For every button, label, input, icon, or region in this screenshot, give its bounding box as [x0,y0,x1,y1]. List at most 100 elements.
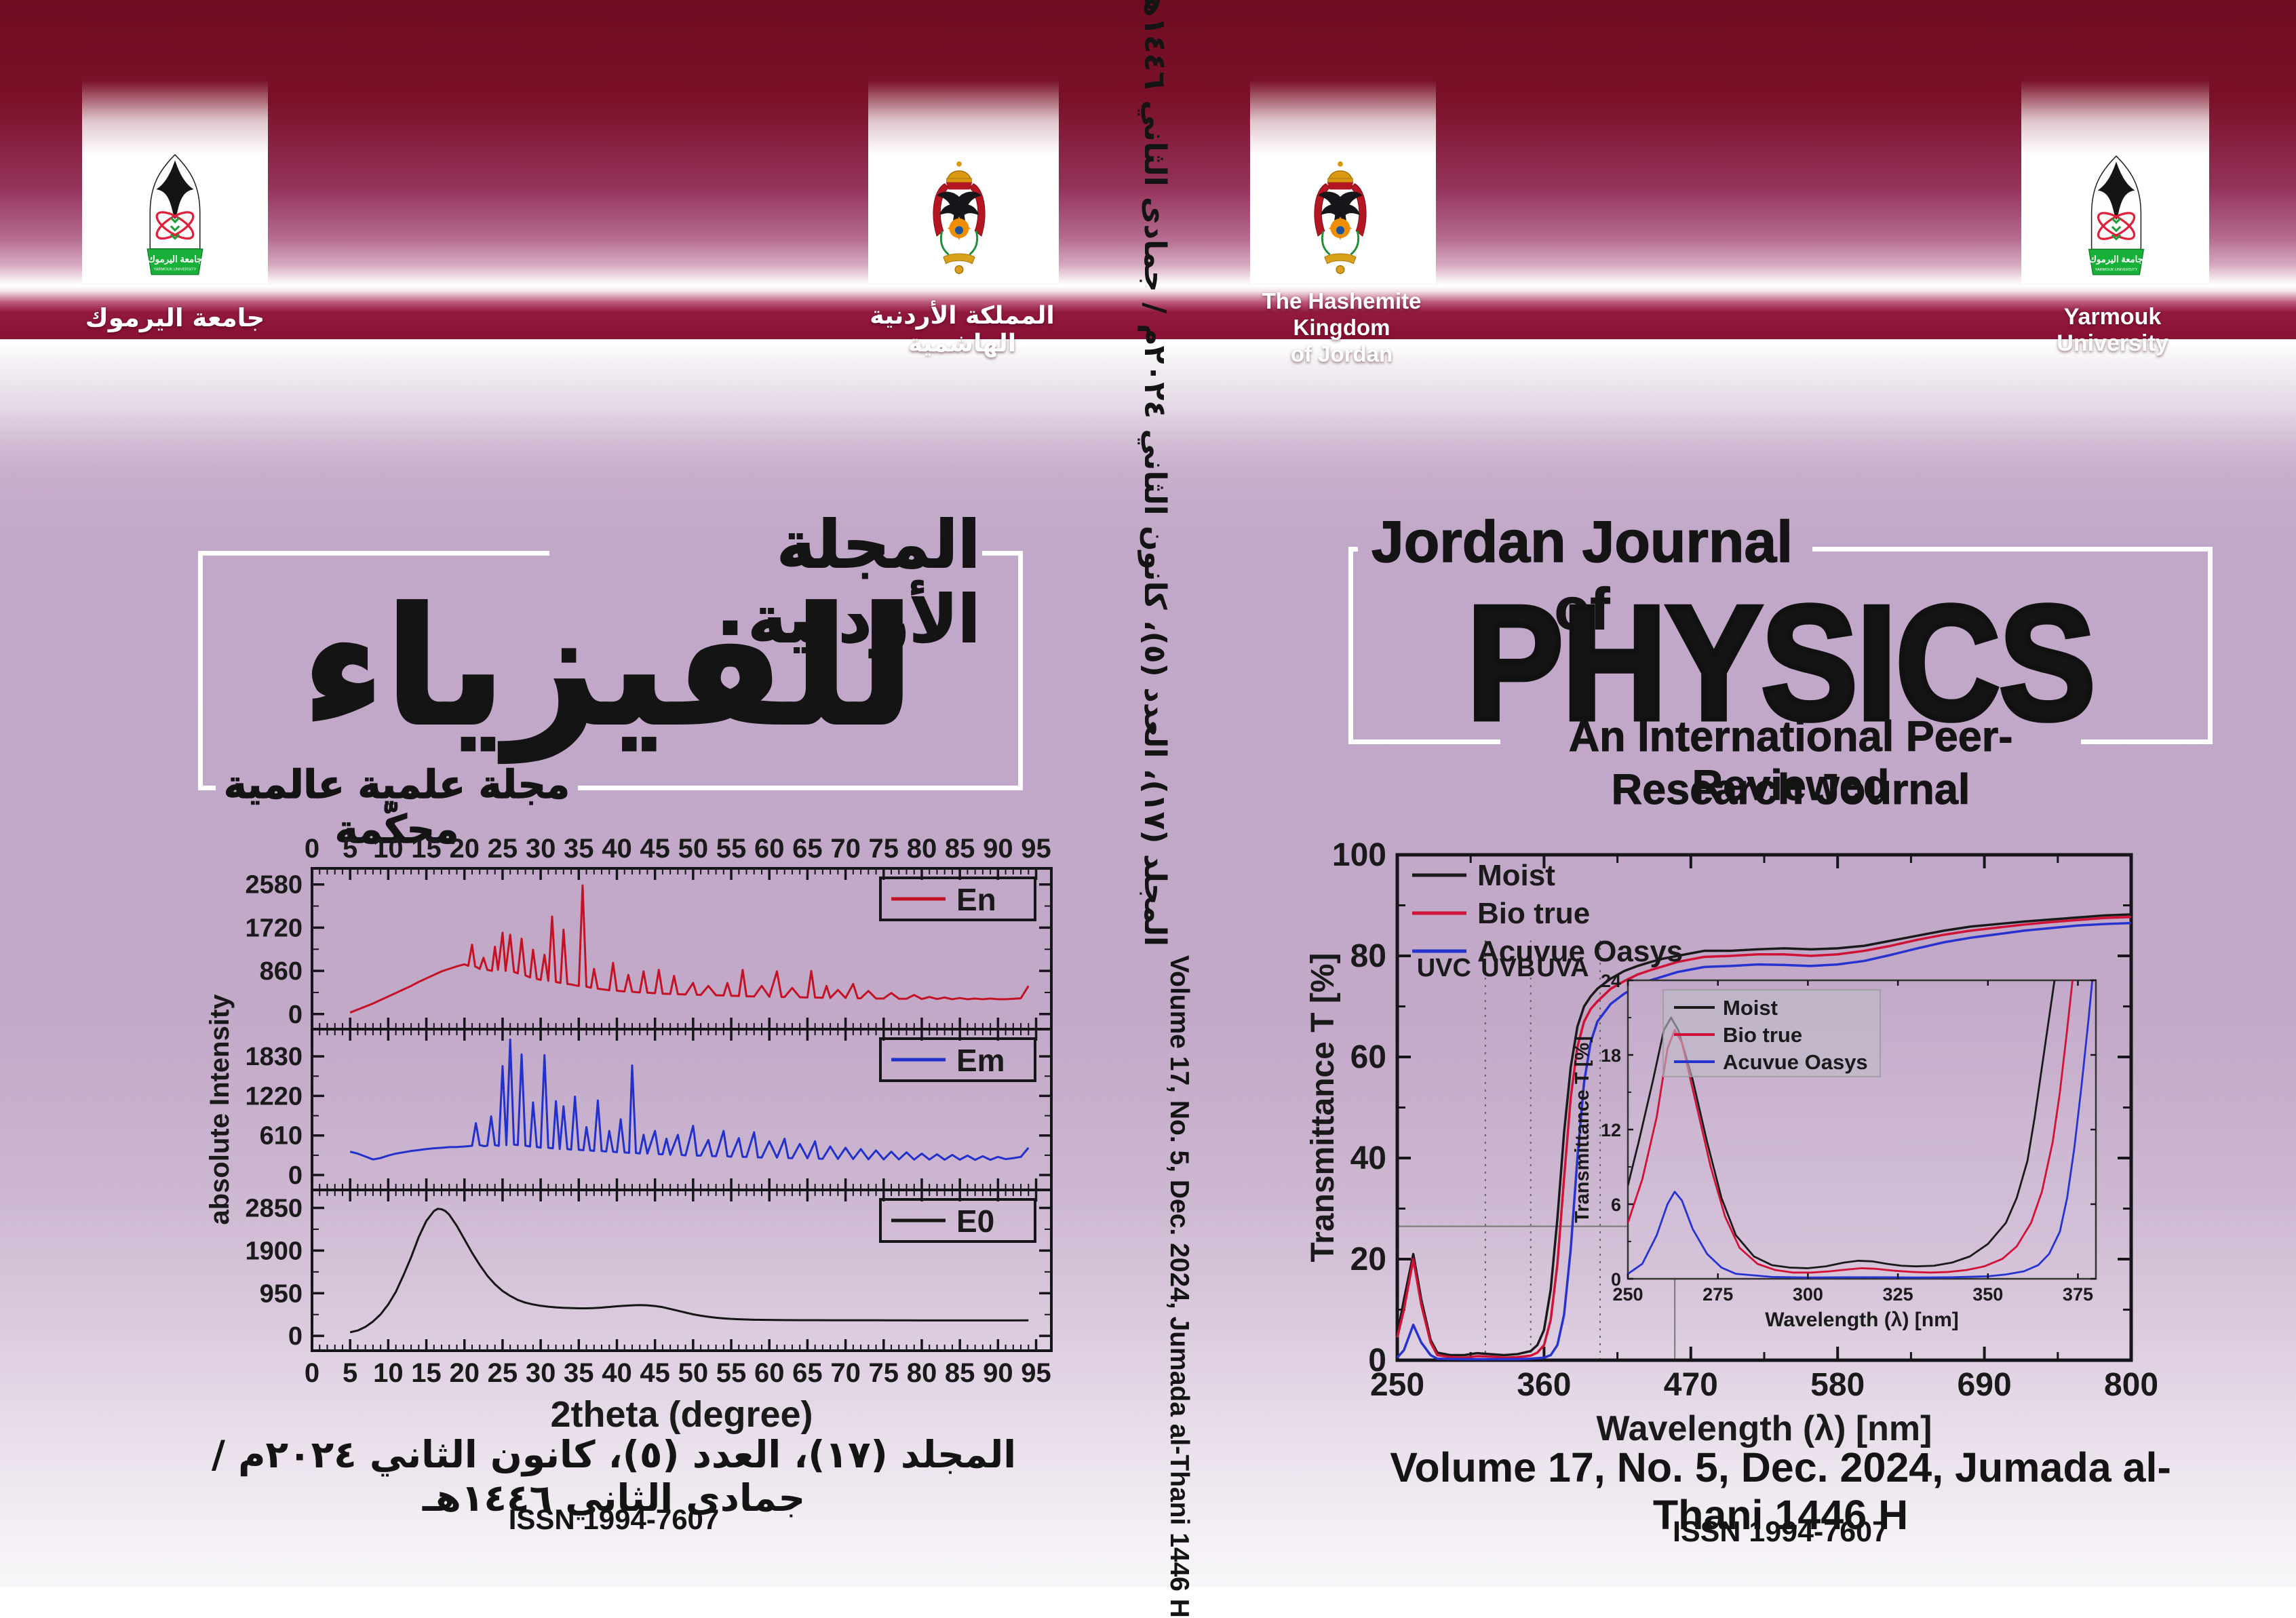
y-tick-label: 60 [1350,1039,1386,1075]
x-tick-label-top: 20 [449,834,480,864]
x-tick-label: 40 [602,1358,632,1388]
panel-frame-E0 [311,1189,1053,1352]
x-tick-label: 360 [1517,1367,1571,1403]
x-tick-label-top: 55 [716,834,747,864]
inset-x-tick-label: 350 [1972,1284,2003,1305]
inset-legend-label-Bio true: Bio true [1723,1023,1802,1047]
back-title-border-top [198,551,549,556]
legend-label-Em: Em [956,1043,1005,1078]
x-tick-label-top: 5 [343,834,357,864]
x-tick-label: 25 [488,1358,518,1388]
x-tick-label: 20 [449,1358,480,1388]
y-tick-label: 2850 [245,1194,303,1222]
legend-label-Moist: Moist [1477,859,1555,892]
x-tick-label: 85 [945,1358,975,1388]
uv-region-label-UVC: UVC [1417,954,1471,982]
x-tick-label-top: 25 [488,834,518,864]
x-tick-label-top: 50 [678,834,709,864]
x-tick-label: 95 [1021,1358,1051,1388]
y-tick-label: 860 [260,957,303,986]
legend-label-Bio true: Bio true [1477,897,1590,930]
xrd-chart: 0 5 10 15 20 25 30 35 40 45 50 55 60 65 70 75 80 85 90 9508… [205,834,1053,1435]
hashemite-kingdom-crest [1301,153,1380,282]
panel-frame-Em [311,1028,1053,1191]
x-axis-title: 2theta (degree) [550,1394,813,1435]
series-Bio true [1396,915,2132,1360]
y-tick-label: 1720 [245,914,303,942]
x-tick-label: 55 [716,1358,747,1388]
front-volume-line: Volume 17, No. 5, Dec. 2024, Jumada al-T… [1390,1444,2171,1538]
front-subtitle-line1: An International Peer-Reviewed [1568,713,2013,810]
y-axis-title: absolute Intensity [205,994,235,1225]
inset-x-tick-label: 375 [2063,1284,2093,1305]
x-tick-label-top: 95 [1021,834,1051,864]
series-En [349,884,1030,1014]
x-tick-label: 15 [411,1358,442,1388]
back-title-main: للفيزياء [300,574,916,762]
header-banner [0,0,2296,339]
band-kingdom-english-line1: The Hashemite Kingdom [1262,288,1422,340]
spine-volume-arabic: المجلد (١٧)، العدد (٥)، كانون الثاني ٢٠٢… [1137,0,1172,946]
y-tick-label: 0 [288,1161,303,1190]
x-tick-label-top: 30 [526,834,556,864]
y-axis-title: Transmittance T [%] [1305,952,1341,1262]
front-brand-line: Jordan Journal of [1371,509,1793,642]
front-issn: ISSN 1994-7607 [1673,1516,1888,1548]
back-volume-line: المجلد (١٧)، العدد (٥)، كانون الثاني ٢٠٢… [211,1433,1017,1520]
x-axis-title: Wavelength (λ) [nm] [1597,1409,1932,1448]
uv-region-label-UVB: UVB [1481,954,1535,982]
x-tick-label-top: 60 [754,834,785,864]
x-tick-label-top: 0 [305,834,319,864]
inset-legend-label-Acuvue Oasys: Acuvue Oasys [1723,1050,1868,1074]
back-title-line1: المجلة الأردنية [747,507,981,658]
x-tick-label: 30 [526,1358,556,1388]
y-tick-label: 100 [1332,837,1386,873]
y-tick-label: 80 [1350,938,1386,974]
y-tick-label: 40 [1350,1140,1386,1176]
x-tick-label-top: 40 [602,834,632,864]
inset-y-tick-label: 12 [1601,1120,1621,1140]
series-Moist [1396,913,2132,1357]
legend-box-E0 [879,1198,1036,1243]
x-tick-label: 90 [983,1358,1013,1388]
inset-x-tick-label: 275 [1702,1284,1733,1305]
band-kingdom-english-line2: of Jordan [1290,341,1393,366]
band-university-arabic: جامعة اليرموك [85,303,265,332]
x-tick-label: 250 [1370,1367,1424,1403]
inset-x-axis-title: Wavelength (λ) [nm] [1765,1309,1959,1331]
front-title-border-left [1348,547,1353,744]
y-tick-label: 0 [288,1322,303,1351]
back-title-border-left [198,551,203,790]
x-tick-label: 470 [1664,1367,1718,1403]
inset-y-axis-title: Transmittance T [%] [1572,1036,1593,1223]
x-tick-label: 5 [343,1358,357,1388]
y-tick-label: 950 [260,1279,303,1308]
x-tick-label: 70 [830,1358,861,1388]
front-subtitle-line2: Research Journal [1611,766,1970,814]
back-title-border-top-stub [982,551,1023,556]
x-tick-label: 50 [678,1358,709,1388]
y-tick-label: 1900 [245,1237,303,1265]
x-tick-label: 35 [564,1358,594,1388]
front-title-border-bottom-right [2081,739,2213,744]
x-tick-label-top: 70 [830,834,861,864]
x-tick-label-top: 80 [907,834,937,864]
legend-box-Em [879,1037,1036,1082]
x-tick-label-top: 75 [869,834,899,864]
x-tick-label: 0 [305,1358,319,1388]
y-tick-label: 2580 [245,871,303,900]
y-tick-label: 20 [1350,1241,1386,1277]
x-tick-label: 45 [640,1358,670,1388]
front-title-physics: PHYSICS [1464,569,2099,756]
front-title-border-right [2208,547,2213,744]
x-tick-label-top: 85 [945,834,975,864]
spine-volume-english: Volume 17, No. 5, Dec. 2024, Jumada al-T… [1165,955,1194,1618]
x-tick-label: 75 [869,1358,899,1388]
y-tick-label: 610 [260,1122,303,1151]
inset-y-tick-label: 18 [1601,1045,1621,1066]
x-tick-label: 60 [754,1358,785,1388]
panel-frame-En [311,867,1053,1030]
inset-y-tick-label: 0 [1611,1269,1621,1290]
yarmouk-university-logo [2073,153,2160,284]
